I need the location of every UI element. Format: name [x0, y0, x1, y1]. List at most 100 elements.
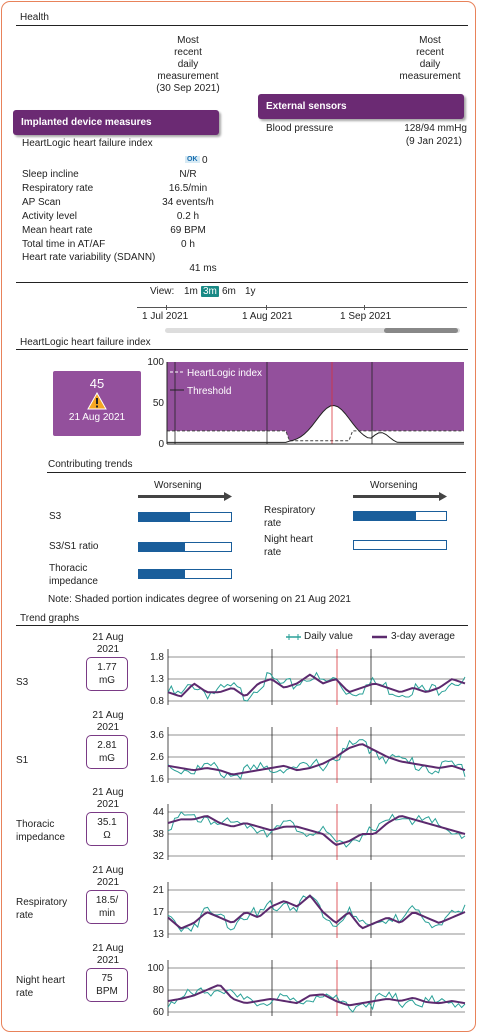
- card-value: 45: [89, 376, 105, 391]
- timeline-scrollbar[interactable]: [165, 328, 460, 333]
- trend-value-box: 2.81 mG: [86, 735, 128, 769]
- view-option-6m[interactable]: 6m: [222, 286, 236, 297]
- trend-value-box: 1.77 mG: [86, 657, 128, 691]
- trend-graphs-title: Trend graphs: [20, 613, 80, 624]
- average-line: [167, 743, 466, 776]
- y-tick-label: 3.6: [150, 730, 164, 741]
- trend-date: 21 Aug 2021: [92, 632, 124, 655]
- y-tick-label: 50: [153, 398, 165, 409]
- health-title: Health: [20, 12, 49, 23]
- contributing-trend-bar: [138, 569, 232, 579]
- trend-date: 21 Aug 2021: [92, 710, 124, 733]
- daily-value-line: [167, 811, 466, 848]
- bp-date: (9 Jan 2021): [405, 136, 462, 147]
- measure-value: 16.5/min: [168, 183, 208, 194]
- measure-row: Total time in AT/AF 0 h: [22, 239, 252, 253]
- worsening-arrow-right: [353, 492, 447, 501]
- divider: [47, 472, 466, 473]
- contributing-trend-bar-fill: [139, 543, 185, 551]
- trend-value-box: 35.1 Ω: [86, 812, 128, 846]
- measure-row: AP Scan 34 events/h: [22, 197, 252, 211]
- contributing-trend-bar-fill: [139, 513, 190, 521]
- y-tick-label: 1.3: [150, 674, 164, 685]
- heartlogic-title: HeartLogic heart failure index: [20, 337, 151, 348]
- timeline-tick: [364, 305, 365, 310]
- y-tick-label: 100: [147, 963, 164, 974]
- y-tick-label: 32: [153, 851, 165, 862]
- contributing-trend-label: S3/S1 ratio: [49, 541, 99, 552]
- y-tick-label: 17: [153, 907, 165, 918]
- measure-label: Activity level: [22, 211, 78, 222]
- daily-value-line: [167, 671, 466, 702]
- card-date: 21 Aug 2021: [68, 412, 126, 423]
- measure-value: 69 BPM: [170, 225, 206, 236]
- average-legend: 3-day average: [391, 631, 455, 642]
- heartlogic-value: 0: [202, 155, 208, 166]
- contributing-trend-bar: [138, 542, 232, 552]
- trend-date: 21 Aug 2021: [92, 787, 124, 810]
- hrv-value: 41 ms: [189, 263, 217, 274]
- bp-value: 128/94 mmHg: [404, 123, 467, 134]
- timeline-tick: [266, 305, 267, 310]
- timeline-label: 1 Aug 2021: [242, 311, 293, 322]
- trend-date: 21 Aug 2021: [92, 943, 124, 966]
- daily-value-legend: Daily value: [304, 631, 353, 642]
- worsening-label-left: Worsening: [154, 480, 202, 491]
- divider: [16, 625, 468, 626]
- contributing-trend-label: Night heart rate: [264, 534, 313, 558]
- daily-value-line: [167, 894, 466, 933]
- trend-graph-label: Respiratory rate: [16, 897, 68, 921]
- y-tick-label: 60: [153, 1007, 165, 1018]
- timeline-tick: [166, 305, 167, 310]
- heartlogic-card: 45 21 Aug 2021: [53, 371, 141, 436]
- y-tick-label: 80: [153, 985, 165, 996]
- trend-graph-label: Thoracic impedance: [16, 819, 65, 843]
- timeline-label: 1 Jul 2021: [142, 311, 189, 322]
- worsening-label-right: Worsening: [370, 480, 418, 491]
- trend-chart: 21 17 13: [153, 882, 466, 940]
- bp-label: Blood pressure: [266, 123, 334, 134]
- divider: [16, 282, 468, 283]
- view-label: View:: [150, 286, 175, 297]
- trend-graph-label: S1: [16, 755, 29, 766]
- trend-chart: 100 80 60: [147, 960, 466, 1018]
- contributing-trend-bar-fill: [139, 570, 185, 578]
- divider: [16, 25, 468, 26]
- y-tick-label: 44: [153, 807, 165, 818]
- timeline-scroll-handle[interactable]: [384, 328, 458, 333]
- average-legend-icon: [372, 635, 387, 639]
- measure-label: Respiratory rate: [22, 183, 94, 194]
- average-line: [167, 815, 466, 846]
- y-tick-label: 21: [153, 885, 165, 896]
- measure-label: Sleep incline: [22, 169, 79, 180]
- view-option-1m[interactable]: 1m: [184, 286, 198, 297]
- threshold-line: [167, 430, 464, 442]
- measure-value: 0 h: [181, 239, 195, 250]
- measure-row: Sleep incline N/R: [22, 169, 252, 183]
- trend-graph-label: S3: [16, 677, 29, 688]
- measure-value: 34 events/h: [162, 197, 214, 208]
- y-tick-label: 2.6: [150, 752, 164, 763]
- view-option-3m[interactable]: 3m: [201, 286, 219, 297]
- trend-chart: 3.6 2.6 1.6: [150, 727, 466, 785]
- implanted-banner: Implanted device measures: [13, 110, 219, 135]
- worsening-arrow-left: [138, 492, 232, 501]
- view-option-1y[interactable]: 1y: [245, 286, 256, 297]
- y-tick-label: 1.8: [150, 652, 164, 663]
- legend-threshold-label: Threshold: [187, 386, 231, 397]
- trend-chart: 44 38 32: [153, 804, 466, 862]
- measure-value: 0.2 h: [176, 211, 200, 222]
- heartlogic-label: HeartLogic heart failure index: [22, 138, 153, 149]
- ok-badge: OK: [185, 156, 200, 163]
- trend-value-box: 18.5/ min: [86, 890, 128, 924]
- trend-date: 21 Aug 2021: [92, 865, 124, 888]
- external-banner: External sensors: [258, 94, 464, 119]
- y-tick-label: 1.6: [150, 774, 164, 785]
- external-column-header: Most recent daily measurement: [399, 35, 461, 82]
- y-tick-label: 0: [158, 439, 164, 450]
- average-line: [167, 894, 466, 930]
- measure-label: Mean heart rate: [22, 225, 93, 236]
- daily-value-line: [167, 739, 466, 781]
- timeline-axis: [137, 307, 467, 308]
